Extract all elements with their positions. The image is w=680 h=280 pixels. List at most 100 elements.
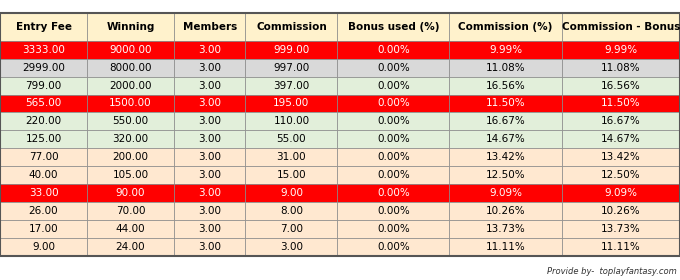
Text: 26.00: 26.00 [29,206,58,216]
Bar [87,95,174,113]
Bar [87,59,174,76]
Bar [174,202,245,220]
Bar [87,148,174,166]
Bar [562,113,680,130]
Bar [337,76,449,95]
Text: 44.00: 44.00 [116,224,146,234]
Text: 3.00: 3.00 [199,99,221,108]
Bar [449,220,562,238]
Text: 11.11%: 11.11% [486,242,526,252]
Bar [245,95,337,113]
Text: 9.00: 9.00 [280,188,303,198]
Bar [449,13,562,41]
Text: 3.00: 3.00 [199,81,221,90]
Bar [0,220,87,238]
Bar [0,113,87,130]
Bar [449,76,562,95]
Bar [174,41,245,59]
Text: 11.50%: 11.50% [601,99,641,108]
Text: 320.00: 320.00 [112,134,149,144]
Bar [174,113,245,130]
Bar [0,166,87,184]
Text: 999.00: 999.00 [273,45,309,55]
Bar [174,184,245,202]
Bar [449,113,562,130]
Bar [87,202,174,220]
Text: 3.00: 3.00 [199,242,221,252]
Bar [87,130,174,148]
Text: 550.00: 550.00 [112,116,149,127]
Text: 7.00: 7.00 [280,224,303,234]
Text: Winning: Winning [106,22,155,32]
Bar [337,148,449,166]
Text: 997.00: 997.00 [273,62,309,73]
Bar [337,13,449,41]
Text: 24.00: 24.00 [116,242,146,252]
Text: 3.00: 3.00 [280,242,303,252]
Bar [562,166,680,184]
Bar [174,59,245,76]
Text: 1500.00: 1500.00 [109,99,152,108]
Text: 3.00: 3.00 [199,206,221,216]
Bar [174,238,245,256]
Text: 3.00: 3.00 [199,45,221,55]
Bar [0,202,87,220]
Text: 2999.00: 2999.00 [22,62,65,73]
Text: 0.00%: 0.00% [377,134,410,144]
Bar [562,220,680,238]
Text: 105.00: 105.00 [112,170,149,180]
Text: 0.00%: 0.00% [377,206,410,216]
Text: 0.00%: 0.00% [377,45,410,55]
Bar [337,184,449,202]
Text: Commission - Bonus: Commission - Bonus [562,22,680,32]
Text: 3.00: 3.00 [199,116,221,127]
Bar [562,59,680,76]
Bar [0,95,87,113]
Text: 195.00: 195.00 [273,99,309,108]
Bar [245,148,337,166]
Text: 9000.00: 9000.00 [109,45,152,55]
Text: 0.00%: 0.00% [377,152,410,162]
Text: 0.00%: 0.00% [377,99,410,108]
Bar [562,148,680,166]
Bar [87,184,174,202]
Bar [562,95,680,113]
Bar [337,202,449,220]
Text: 16.56%: 16.56% [486,81,526,90]
Text: 799.00: 799.00 [25,81,62,90]
Text: 9.09%: 9.09% [605,188,637,198]
Bar [0,59,87,76]
Text: 16.56%: 16.56% [601,81,641,90]
Bar [0,184,87,202]
Bar [0,130,87,148]
Bar [245,220,337,238]
Bar [337,238,449,256]
Text: 3.00: 3.00 [199,134,221,144]
Bar [87,238,174,256]
Text: 8000.00: 8000.00 [109,62,152,73]
Text: 90.00: 90.00 [116,188,146,198]
Text: 0.00%: 0.00% [377,170,410,180]
Bar [337,220,449,238]
Bar [562,130,680,148]
Bar [174,13,245,41]
Text: 16.67%: 16.67% [601,116,641,127]
Bar [245,130,337,148]
Bar [245,184,337,202]
Text: 0.00%: 0.00% [377,116,410,127]
Text: Entry Fee: Entry Fee [16,22,71,32]
Bar [87,220,174,238]
Text: 9.09%: 9.09% [489,188,522,198]
Text: 16.67%: 16.67% [486,116,526,127]
Bar [87,76,174,95]
Bar [0,13,680,256]
Bar [562,41,680,59]
Bar [562,13,680,41]
Text: 125.00: 125.00 [25,134,62,144]
Bar [337,59,449,76]
Bar [0,76,87,95]
Text: 12.50%: 12.50% [486,170,526,180]
Bar [245,166,337,184]
Text: 11.08%: 11.08% [486,62,526,73]
Text: 10.26%: 10.26% [486,206,526,216]
